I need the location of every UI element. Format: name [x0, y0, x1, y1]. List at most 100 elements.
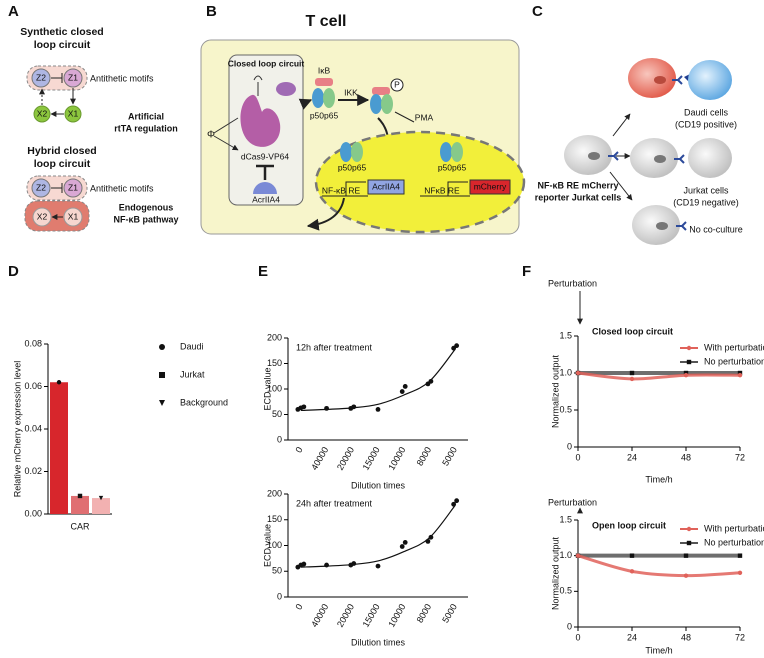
label: P: [394, 79, 400, 89]
point: [375, 563, 381, 569]
x-tick-label: 10000: [386, 445, 407, 472]
y-tick-label: 50: [272, 566, 282, 576]
point: [351, 561, 357, 566]
y-tick-label: 1.0: [559, 550, 572, 560]
vp64: [276, 82, 296, 96]
legend-label: With perturbation: [704, 342, 764, 352]
marker: [629, 370, 635, 376]
ikb: [372, 87, 390, 95]
ikb: [315, 78, 333, 86]
panel-letter: D: [8, 263, 19, 280]
marker: [159, 400, 165, 406]
x-tick-label: 15000: [361, 445, 382, 472]
x-tick-label: 72: [735, 452, 745, 462]
label: No co-culture: [689, 224, 743, 234]
arrow: [213, 117, 238, 150]
label: (CD19 negative): [673, 197, 739, 207]
y-tick-label: 0.02: [24, 466, 42, 476]
y-tick-label: 1.0: [559, 367, 572, 377]
x-tick-label: 40000: [309, 602, 330, 629]
x-tick-label: 0: [293, 602, 304, 611]
y-axis-label: ECD value: [262, 524, 272, 567]
p50: [370, 94, 382, 114]
y-tick-label: 0.04: [24, 423, 42, 433]
node: [63, 68, 83, 88]
x-tick-label: 48: [681, 632, 691, 642]
x-tick-label: 15000: [361, 602, 382, 629]
label: Jurkat cells: [683, 185, 729, 195]
panel-letter: A: [8, 3, 19, 20]
node: [63, 178, 83, 198]
label: p50p65: [438, 162, 467, 172]
x-tick-label: 0: [575, 452, 580, 462]
marker: [683, 373, 689, 378]
x-tick-label: 10000: [386, 602, 407, 629]
legend-label: Daudi: [180, 341, 204, 351]
receptor: [674, 154, 685, 164]
panel-letter: C: [532, 3, 543, 20]
node-label: X2: [37, 108, 48, 118]
cell: [688, 60, 732, 100]
y-tick-label: 0: [277, 434, 282, 444]
y-axis-label: ECD value: [262, 367, 272, 410]
x-tick-label: 20000: [335, 445, 356, 472]
marker: [737, 553, 743, 558]
node: [63, 207, 83, 227]
nucleus: [314, 130, 526, 234]
marker: [98, 495, 104, 501]
point: [402, 540, 408, 545]
point: [399, 389, 405, 394]
arrow: [609, 171, 633, 201]
label: dCas9-VP64: [241, 151, 289, 161]
point: [454, 498, 460, 504]
legend-label: No perturbation: [704, 356, 764, 366]
label: AcrIIA4: [252, 194, 280, 204]
label: Daudi cells: [684, 107, 729, 117]
fit-curve: [300, 504, 456, 568]
y-axis-label: Normalized output: [550, 536, 560, 610]
label: IKK: [344, 87, 358, 97]
marker: [629, 569, 635, 574]
x-tick-label: 24: [627, 632, 637, 642]
y-tick-label: 0.06: [24, 381, 42, 391]
cell: [688, 138, 732, 178]
promoter: [420, 181, 470, 197]
node: [64, 105, 82, 123]
point: [301, 404, 307, 410]
y-tick-label: 0.00: [24, 508, 42, 518]
marker: [683, 553, 689, 558]
label: Antithetic motifs: [90, 183, 154, 193]
label: Φ: [207, 130, 215, 141]
legend-label: Jurkat: [180, 369, 205, 379]
title: Synthetic closed: [20, 26, 103, 38]
legend-label: No perturbation: [704, 537, 764, 547]
y-tick-label: 1.5: [559, 514, 572, 524]
y-axis-label: Normalized output: [550, 354, 560, 428]
marker: [629, 376, 635, 382]
node: [32, 207, 52, 227]
marker: [686, 540, 692, 546]
panel-letter: B: [206, 3, 217, 20]
bar: [50, 382, 68, 514]
node-label: Z2: [36, 72, 46, 82]
point: [428, 534, 434, 540]
x-axis-label: Dilution times: [351, 480, 406, 490]
legend-label: With perturbation: [704, 523, 764, 533]
node-label: X2: [37, 211, 48, 221]
marker: [159, 372, 165, 378]
label: rtTA regulation: [114, 123, 178, 133]
label: NF-κB RE: [322, 185, 361, 195]
series-line: [577, 371, 741, 381]
label: reporter Jurkat cells: [535, 192, 622, 202]
y-tick-label: 200: [267, 332, 282, 342]
p65: [381, 94, 393, 114]
panel-letter: F: [522, 263, 531, 280]
cell: [630, 138, 678, 178]
x-tick-label: 0: [293, 445, 304, 454]
annotation: Perturbation: [548, 278, 597, 288]
y-tick-label: 0: [277, 591, 282, 601]
label: Antithetic motifs: [90, 73, 154, 83]
label: NF-κB pathway: [113, 214, 178, 224]
x-axis-label: Dilution times: [351, 637, 406, 647]
